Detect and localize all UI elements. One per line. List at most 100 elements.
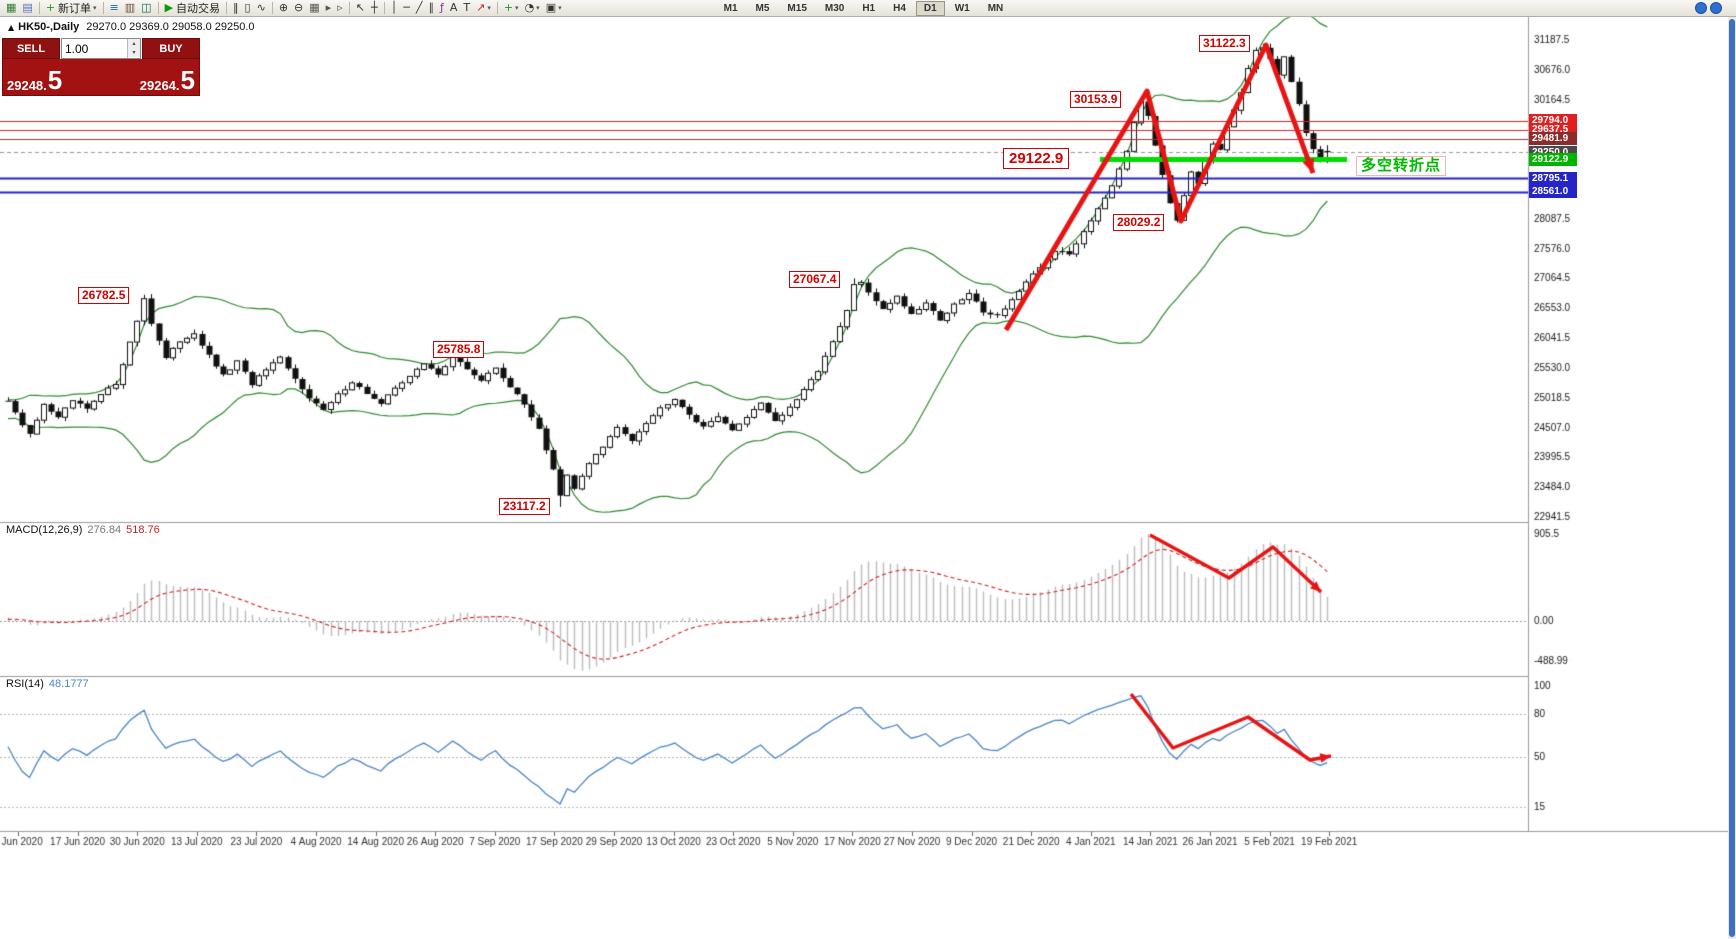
volume-down-icon[interactable]: ▾ — [128, 48, 140, 57]
timeframe-w1[interactable]: W1 — [954, 2, 970, 14]
chart-title: ▲ HK50-,Daily 29270.0 29369.0 29058.0 2925… — [8, 21, 255, 33]
sell-price-main: 29248. — [7, 78, 47, 93]
text-icon[interactable]: A — [448, 1, 460, 15]
label-icon[interactable]: T — [461, 1, 472, 15]
navigator-icon-glyph: ◫ — [141, 1, 152, 14]
cursor-icon[interactable]: ↖ — [354, 1, 367, 15]
macd-signal-value: 518.76 — [126, 524, 160, 536]
dropdown-caret-icon: ▾ — [558, 4, 562, 12]
market-watch-icon[interactable]: ≡ — [108, 1, 121, 15]
timeframe-h4[interactable]: H4 — [893, 2, 906, 14]
timeframe-h1[interactable]: H1 — [862, 2, 876, 14]
toolbar-separator — [226, 2, 228, 14]
templates-icon[interactable]: ▣ ▾ — [544, 1, 564, 15]
auto-scroll-icon[interactable]: ▸ — [324, 1, 334, 15]
horizontal-line-icon[interactable]: ─ — [401, 1, 412, 15]
indicators-icon[interactable]: + ▾ — [502, 1, 521, 15]
auto-trading-button-label: 自动交易 — [176, 3, 221, 15]
chart-shift-icon-glyph: ▹ — [337, 1, 343, 14]
new-order-button[interactable]: + 新订单 ▾ — [44, 1, 99, 16]
one-click-toggle-icon[interactable]: ▲ — [8, 23, 15, 32]
candlestick-chart-icon-glyph: ▯ — [244, 1, 251, 14]
help-icon[interactable] — [1710, 2, 1722, 14]
auto-scroll-icon-glyph: ▸ — [325, 1, 332, 14]
new-order-button-label: 新订单 — [58, 3, 92, 15]
candlestick-chart-icon[interactable]: ▯ — [243, 1, 253, 15]
auto-trading-button[interactable]: ▶ 自动交易 — [163, 1, 222, 16]
rsi-value: 48.1777 — [48, 678, 89, 690]
timeframe-m5[interactable]: M5 — [755, 2, 770, 14]
price-annotation[interactable]: 29122.9 — [1003, 148, 1070, 169]
toolbar-separator — [271, 2, 273, 14]
buy-button[interactable]: BUY — [142, 38, 200, 59]
macd-name: MACD(12,26,9) — [6, 524, 83, 536]
sell-price[interactable]: 29248. 5 — [3, 59, 101, 95]
dropdown-caret-icon: ▾ — [487, 4, 491, 12]
bar-chart-icon[interactable]: ‖ — [231, 1, 241, 15]
price-annotation[interactable]: 31122.3 — [1199, 35, 1250, 52]
dropdown-caret-icon: ▾ — [536, 4, 540, 12]
chart-shift-icon[interactable]: ▹ — [335, 1, 345, 15]
toolbar: ▦ ▤ + 新订单 ▾ ≡ ▥ ◫ ▶ 自动交易 ‖ ▯ ∿ ⊕ ⊖ ▦ ▸ ▹ ↖ ┼ │ ─ ╱ ∥ ƒ A T ↗ ▾ + ▾ ◔ ▾ ▣ ▾… — [0, 0, 1736, 17]
trade-buttons-row: SELL ▴▾ BUY — [2, 38, 200, 59]
sell-button[interactable]: SELL — [2, 38, 60, 59]
horizontal-line-icon-glyph: ─ — [403, 1, 410, 14]
price-annotation[interactable]: 26782.5 — [78, 287, 130, 304]
timeframe-group: M1 M5 M15 M30 H1 H4 D1 W1 MN — [715, 0, 1013, 16]
data-window-icon[interactable]: ▥ — [123, 1, 137, 15]
navigator-icon[interactable]: ◫ — [139, 1, 153, 15]
price-annotation[interactable]: 25785.8 — [433, 341, 485, 358]
volume-input[interactable] — [62, 39, 127, 58]
fibonacci-icon[interactable]: ƒ — [438, 1, 446, 15]
timeframe-m1[interactable]: M1 — [723, 2, 738, 14]
label-icon-glyph: T — [463, 1, 471, 14]
price-annotation[interactable]: 28029.2 — [1113, 214, 1165, 231]
price-annotation[interactable]: 27067.4 — [789, 271, 841, 288]
buy-price-main: 29264. — [139, 78, 180, 93]
crosshair-icon[interactable]: ┼ — [369, 1, 380, 15]
text-icon-glyph: A — [449, 1, 458, 14]
community-icon[interactable] — [1695, 2, 1707, 14]
axis-price-tag: 28561.0 — [1529, 185, 1577, 199]
arrows-icon[interactable]: ↗ ▾ — [474, 1, 493, 15]
buy-price-big-digit: 5 — [180, 65, 195, 95]
cursor-icon-glyph: ↖ — [355, 1, 365, 14]
zoom-in-icon[interactable]: ⊕ — [277, 1, 290, 15]
timeframe-m15[interactable]: M15 — [787, 2, 807, 14]
one-click-trading-widget: SELL ▴▾ BUY 29248.5 29264.5 — [2, 38, 200, 96]
vertical-scrollbar[interactable] — [1728, 17, 1736, 939]
fibonacci-icon-glyph: ƒ — [439, 1, 444, 14]
scrollbar-thumb[interactable] — [1729, 19, 1735, 937]
timeframe-d1[interactable]: D1 — [915, 0, 945, 16]
buy-price[interactable]: 29264. 5 — [101, 59, 199, 95]
turning-point-label[interactable]: 多空转折点 — [1356, 156, 1447, 176]
tile-windows-icon-glyph: ▦ — [309, 1, 320, 14]
timeframe-m30[interactable]: M30 — [824, 2, 845, 14]
period-icon[interactable]: ◔ ▾ — [523, 1, 542, 15]
dropdown-caret-icon: ▾ — [93, 4, 97, 12]
chart-profiles-icon[interactable]: ▤ — [20, 1, 34, 15]
trendline-icon[interactable]: ╱ — [414, 1, 425, 15]
toolbar-right — [1695, 2, 1722, 14]
price-annotation[interactable]: 23117.2 — [499, 498, 550, 515]
chart-profiles-icon-glyph: ▤ — [22, 1, 33, 14]
zoom-out-icon[interactable]: ⊖ — [292, 1, 305, 15]
line-chart-icon[interactable]: ∿ — [255, 1, 268, 15]
price-annotation[interactable]: 30153.9 — [1070, 91, 1122, 108]
indicators-icon-glyph: + — [503, 1, 514, 14]
volume-field: ▴▾ — [61, 38, 141, 59]
tile-windows-icon[interactable]: ▦ — [307, 1, 321, 15]
new-chart-icon[interactable]: ▦ — [4, 1, 18, 15]
new-order-button-glyph: + — [45, 1, 56, 14]
channel-icon[interactable]: ∥ — [426, 1, 436, 15]
toolbar-separator — [383, 2, 385, 14]
axis-price-tag: 28795.1 — [1529, 171, 1577, 185]
volume-spinner: ▴ ▾ — [127, 39, 140, 58]
timeframe-mn[interactable]: MN — [987, 2, 1004, 14]
trendline-icon-glyph: ╱ — [415, 1, 423, 14]
toolbar-separator — [348, 2, 350, 14]
volume-up-icon[interactable]: ▴ — [128, 39, 140, 48]
vertical-line-icon[interactable]: │ — [389, 1, 400, 15]
